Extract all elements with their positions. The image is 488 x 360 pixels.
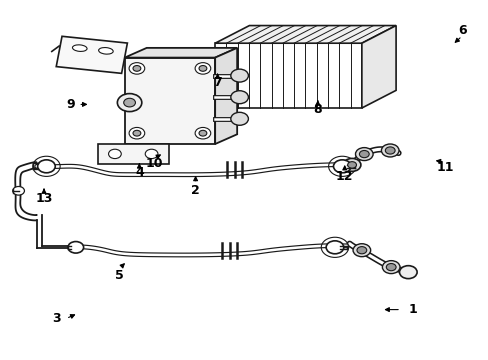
Circle shape bbox=[68, 242, 83, 253]
Circle shape bbox=[359, 150, 368, 158]
Circle shape bbox=[199, 130, 206, 136]
Polygon shape bbox=[215, 26, 395, 43]
Text: 4: 4 bbox=[135, 166, 143, 179]
Circle shape bbox=[355, 148, 372, 161]
Polygon shape bbox=[361, 26, 395, 108]
Text: 1: 1 bbox=[408, 303, 417, 316]
Circle shape bbox=[13, 186, 24, 195]
Circle shape bbox=[133, 130, 141, 136]
Circle shape bbox=[356, 247, 366, 254]
Circle shape bbox=[129, 63, 144, 74]
Text: 7: 7 bbox=[213, 76, 222, 89]
Circle shape bbox=[382, 261, 399, 274]
Circle shape bbox=[352, 244, 370, 257]
Circle shape bbox=[195, 127, 210, 139]
Circle shape bbox=[230, 112, 248, 125]
Circle shape bbox=[108, 149, 121, 159]
Polygon shape bbox=[56, 36, 127, 73]
Circle shape bbox=[230, 69, 248, 82]
Text: 2: 2 bbox=[191, 184, 200, 197]
Circle shape bbox=[399, 266, 416, 279]
Circle shape bbox=[195, 63, 210, 74]
Text: 13: 13 bbox=[35, 192, 53, 204]
Circle shape bbox=[123, 98, 135, 107]
Circle shape bbox=[386, 264, 395, 271]
Circle shape bbox=[343, 158, 360, 171]
Text: 11: 11 bbox=[435, 161, 453, 174]
Circle shape bbox=[230, 91, 248, 104]
Text: 12: 12 bbox=[335, 170, 353, 183]
Circle shape bbox=[333, 160, 350, 173]
Text: 8: 8 bbox=[313, 103, 322, 116]
Text: 6: 6 bbox=[457, 24, 466, 37]
Text: 3: 3 bbox=[52, 312, 61, 325]
Circle shape bbox=[117, 94, 142, 112]
Circle shape bbox=[38, 160, 55, 173]
Ellipse shape bbox=[72, 45, 87, 51]
Polygon shape bbox=[215, 48, 237, 144]
Circle shape bbox=[325, 241, 343, 254]
Circle shape bbox=[381, 144, 398, 157]
Circle shape bbox=[145, 149, 158, 159]
Text: 10: 10 bbox=[145, 157, 163, 170]
Circle shape bbox=[385, 147, 394, 154]
Polygon shape bbox=[98, 144, 168, 164]
Text: 9: 9 bbox=[66, 98, 75, 111]
Ellipse shape bbox=[99, 48, 113, 54]
Polygon shape bbox=[215, 43, 361, 108]
Circle shape bbox=[129, 127, 144, 139]
Text: 5: 5 bbox=[115, 269, 124, 282]
Polygon shape bbox=[124, 58, 215, 144]
Circle shape bbox=[347, 162, 356, 168]
Circle shape bbox=[199, 66, 206, 71]
Polygon shape bbox=[124, 48, 237, 58]
Circle shape bbox=[133, 66, 141, 71]
